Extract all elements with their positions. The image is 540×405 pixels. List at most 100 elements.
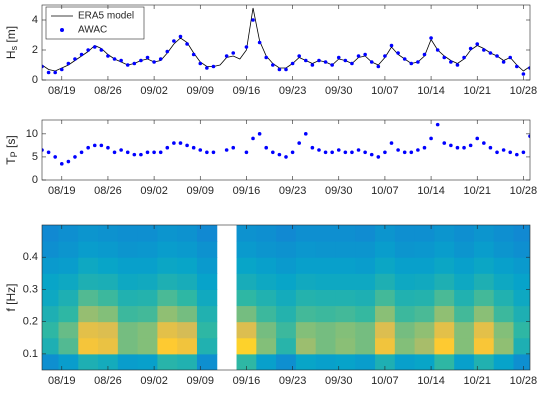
heatmap-cell xyxy=(256,353,277,370)
heatmap-cell xyxy=(414,241,435,258)
plot-area xyxy=(42,7,530,76)
heatmap-cell xyxy=(375,273,396,290)
heatmap-cell xyxy=(256,289,277,307)
data-dot xyxy=(488,145,493,150)
data-dot xyxy=(475,136,480,141)
plot-area xyxy=(42,122,530,166)
heatmap-cell xyxy=(414,257,435,274)
data-dot xyxy=(449,60,453,64)
data-dot xyxy=(224,54,229,58)
data-dot xyxy=(42,64,44,69)
data-dot xyxy=(132,152,137,157)
y-tick-label: 0.2 xyxy=(23,316,38,328)
data-dot xyxy=(317,58,321,63)
data-dot xyxy=(369,152,374,157)
heatmap-cell xyxy=(177,337,198,355)
legend-label: ERA5 model xyxy=(78,11,134,22)
data-dot xyxy=(59,162,64,166)
x-tick-label: 10/21 xyxy=(463,185,491,197)
data-dot xyxy=(92,143,97,148)
heatmap-cell xyxy=(157,353,178,370)
heatmap-cell xyxy=(177,273,198,290)
data-dot xyxy=(119,148,123,152)
heatmap-cell xyxy=(375,337,396,355)
heatmap-cell xyxy=(513,321,530,339)
heatmap-cell xyxy=(236,241,257,258)
heatmap-cell xyxy=(78,257,99,274)
data-dot xyxy=(422,52,427,57)
x-tick-label: 10/07 xyxy=(371,185,399,197)
heatmap-cell xyxy=(196,321,218,339)
x-tick-label: 09/23 xyxy=(279,185,307,197)
data-dot xyxy=(297,54,301,58)
y-axis-label: Hs [m] xyxy=(4,26,19,59)
data-dot xyxy=(46,70,51,75)
data-dot xyxy=(165,49,170,54)
heatmap-cell xyxy=(335,321,356,339)
x-tick-label: 10/21 xyxy=(463,85,491,97)
data-dot xyxy=(462,55,466,60)
data-dot xyxy=(396,51,400,55)
data-dot xyxy=(376,155,381,159)
heatmap-cell xyxy=(434,273,455,290)
y-label-sub: s xyxy=(9,45,19,50)
heatmap-cell xyxy=(473,225,495,242)
data-dot xyxy=(125,63,130,67)
heatmap-cell xyxy=(355,321,376,339)
data-dot xyxy=(66,61,71,66)
heatmap-cell xyxy=(98,337,119,355)
heatmap-cell xyxy=(414,353,435,370)
heatmap-cell xyxy=(394,241,416,258)
heatmap-cell xyxy=(434,257,455,274)
data-dot xyxy=(46,150,51,155)
data-dot xyxy=(482,141,486,145)
heatmap-cell xyxy=(137,273,158,290)
heatmap-cell xyxy=(493,305,515,323)
heatmap-cell xyxy=(473,257,495,274)
data-dot xyxy=(330,150,334,155)
x-tick-label: 09/09 xyxy=(187,185,215,197)
heatmap-cell xyxy=(375,305,396,323)
data-dot xyxy=(231,145,236,150)
heatmap-cell xyxy=(375,257,396,274)
heatmap-cell xyxy=(196,305,218,323)
heatmap-cell xyxy=(513,305,530,323)
data-dot xyxy=(86,145,90,150)
heatmap-cell xyxy=(315,353,336,370)
x-tick-label: 09/02 xyxy=(140,185,168,197)
heatmap-cell xyxy=(335,273,356,290)
heatmap-cell xyxy=(513,289,530,307)
heatmap-cell xyxy=(98,321,119,339)
data-dot xyxy=(435,48,440,52)
y-tick-label: 0 xyxy=(32,74,38,86)
heatmap-cell xyxy=(375,353,396,370)
heatmap-cell xyxy=(117,241,139,258)
heatmap-cell xyxy=(236,273,257,290)
heatmap-cell xyxy=(295,241,317,258)
data-dot xyxy=(185,143,189,148)
data-dot xyxy=(152,150,156,155)
x-tick-label: 09/16 xyxy=(233,85,261,97)
heatmap-cell xyxy=(58,241,79,258)
heatmap-cell xyxy=(177,257,198,274)
y-label-sub: P xyxy=(9,151,19,157)
data-dot xyxy=(402,150,407,155)
heatmap-cell xyxy=(295,305,317,323)
data-dot xyxy=(53,155,57,159)
heatmap-cell xyxy=(394,257,416,274)
data-dot xyxy=(73,57,77,61)
heatmap-cell xyxy=(513,353,530,370)
heatmap-cell xyxy=(42,353,59,370)
data-dot xyxy=(284,155,288,159)
data-dot xyxy=(330,63,334,67)
y-tick-label: 0.1 xyxy=(23,348,38,360)
data-dot xyxy=(508,150,513,155)
heatmap-cell xyxy=(58,305,79,323)
heatmap-cell xyxy=(513,337,530,355)
heatmap-cell xyxy=(414,337,435,355)
data-dot xyxy=(515,64,519,69)
data-dot xyxy=(106,145,110,150)
heatmap-cell xyxy=(58,337,79,355)
heatmap-cell xyxy=(295,257,317,274)
